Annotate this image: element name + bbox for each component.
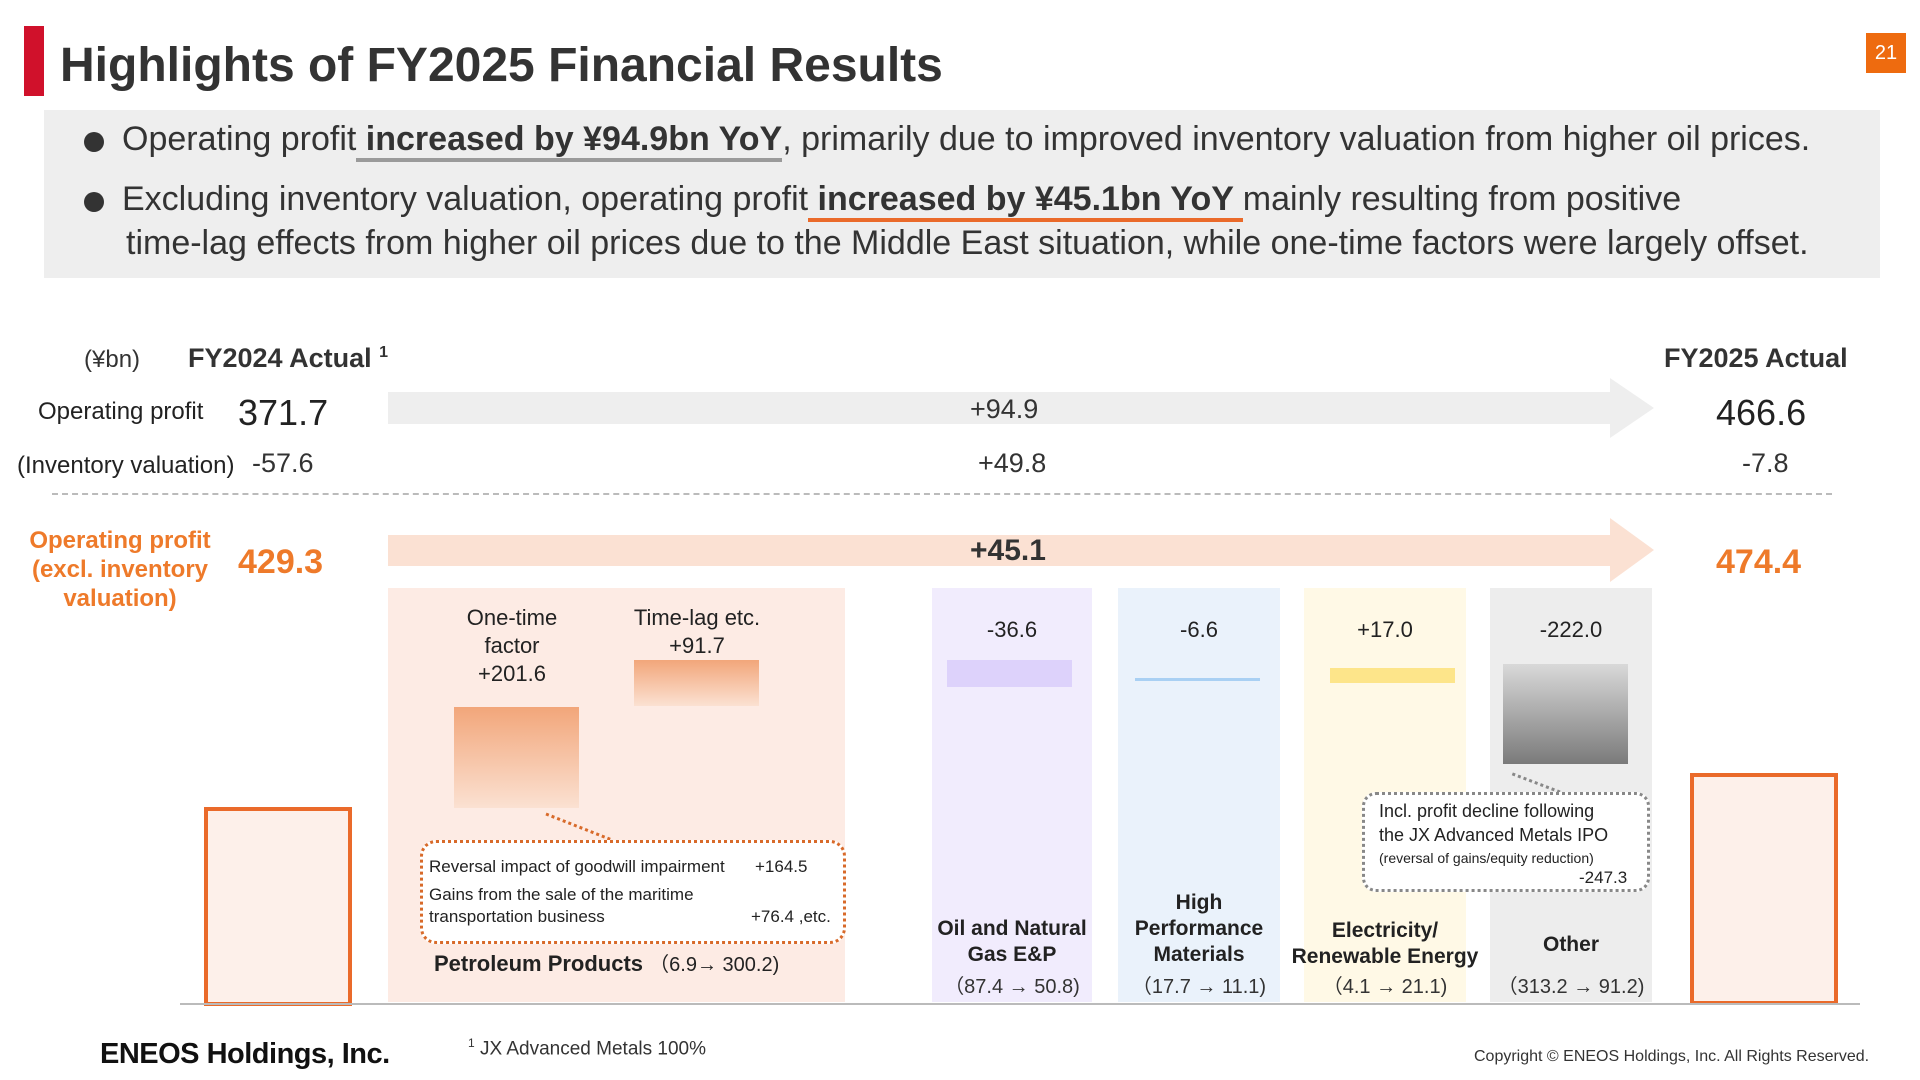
hpm-value: -6.6 — [1180, 617, 1218, 642]
onetime-label-line: One-time — [466, 605, 558, 630]
bullet-icon — [84, 192, 104, 212]
oil-gas-bar — [947, 660, 1072, 687]
bullet-icon — [84, 132, 104, 152]
other-range: （313.2 → 91.2) — [1497, 976, 1645, 998]
onetime-label: One-time factor +201.6 — [452, 604, 572, 688]
onetime-label-line: factor — [484, 633, 540, 658]
page-title: Highlights of FY2025 Financial Results — [60, 39, 943, 92]
callout-goodwill-value: +164.5 — [755, 857, 808, 876]
fy2025-bar — [1690, 773, 1838, 1005]
fy2024-bar — [204, 807, 352, 1006]
operating-profit-arrow — [388, 378, 1654, 438]
oil-gas-name: Oil and Natural Gas E&P — [922, 916, 1102, 968]
summary-line-3: time-lag effects from higher oil prices … — [126, 224, 1809, 262]
excl-delta-value: +45.1 — [970, 534, 1046, 567]
page-number-badge: 21 — [1866, 33, 1906, 73]
operating-profit-label: Operating profit — [38, 398, 204, 425]
hpm-range: （17.7 → 11.1) — [1131, 976, 1267, 998]
segment-name-line: High — [1175, 891, 1223, 914]
summary-line-2: Excluding inventory valuation, operating… — [122, 180, 1682, 222]
segment-name-line: Gas E&P — [967, 943, 1057, 966]
summary-line-1: Operating profit increased by ¥94.9bn Yo… — [122, 120, 1811, 162]
inventory-valuation-label: (Inventory valuation) — [17, 452, 235, 479]
other-callout-line-3: (reversal of gains/equity reduction) — [1379, 850, 1594, 866]
petroleum-segment-label: Petroleum Products （6.9→ 300.2) — [434, 948, 779, 977]
footnote-marker: 1 — [468, 1036, 475, 1050]
excl-inventory-arrow — [388, 518, 1654, 582]
summary-text: mainly resulting from positive — [1242, 180, 1682, 218]
footnote-text: JX Advanced Metals 100% — [474, 1038, 706, 1060]
inv-fy2024-value: -57.6 — [252, 448, 314, 478]
onetime-value: +201.6 — [478, 661, 546, 686]
timelag-label-line: Time-lag etc. — [633, 605, 761, 630]
op-delta-value: +94.9 — [970, 394, 1039, 424]
oil-gas-range: （87.4 → 50.8) — [944, 976, 1080, 998]
copyright-text: Copyright © ENEOS Holdings, Inc. All Rig… — [1474, 1048, 1870, 1065]
hpm-name: High Performance Materials — [1104, 890, 1294, 968]
oil-gas-value: -36.6 — [986, 617, 1038, 642]
segment-range: （6.9→ 300.2) — [649, 954, 780, 976]
other-bar — [1503, 664, 1628, 764]
timelag-label: Time-lag etc. +91.7 — [622, 604, 772, 660]
other-value: -222.0 — [1539, 617, 1603, 642]
other-callout-pointer — [1509, 771, 1561, 794]
segment-name: Petroleum Products — [434, 951, 644, 976]
chart-baseline — [180, 1003, 1860, 1005]
summary-text: Operating profit — [122, 120, 357, 158]
onetime-bar — [454, 707, 579, 808]
footnote-marker: 1 — [379, 344, 389, 361]
segment-name-line: Oil and Natural — [937, 917, 1087, 940]
inv-delta-value: +49.8 — [978, 448, 1047, 478]
excl-label-line: (excl. inventory — [31, 556, 209, 583]
electricity-name: Electricity/ Renewable Energy — [1280, 918, 1490, 970]
fy2024-header: FY2024 Actual 1 — [188, 343, 388, 374]
excl-inventory-label: Operating profit (excl. inventory valuat… — [20, 526, 220, 613]
segment-name-line: Materials — [1153, 943, 1245, 966]
petroleum-callout-pointer — [545, 812, 613, 842]
summary-text: Excluding inventory valuation, operating… — [122, 180, 809, 218]
excl-fy2024-value: 429.3 — [238, 543, 324, 581]
summary-highlight: increased by ¥45.1bn YoY — [808, 180, 1243, 222]
timelag-bar — [634, 660, 759, 706]
hpm-column — [1118, 588, 1280, 1002]
other-callout: Incl. profit decline following the JX Ad… — [1362, 792, 1650, 892]
other-name: Other — [1542, 933, 1599, 956]
excl-fy2025-value: 474.4 — [1716, 543, 1802, 581]
callout-maritime-value: +76.4 ,etc. — [751, 907, 831, 926]
summary-highlight: increased by ¥94.9bn YoY — [356, 120, 783, 162]
other-callout-line-1: Incl. profit decline following — [1379, 801, 1595, 821]
other-callout-value: -247.3 — [1579, 868, 1628, 887]
summary-box: Operating profit increased by ¥94.9bn Yo… — [44, 110, 1880, 278]
row-divider — [52, 493, 1832, 495]
fy2024-header-text: FY2024 Actual — [188, 343, 372, 373]
company-logo: ENEOS Holdings, Inc. — [100, 1038, 390, 1070]
op-fy2024-value: 371.7 — [238, 392, 329, 433]
oil-gas-column — [932, 588, 1092, 1002]
timelag-value: +91.7 — [669, 633, 725, 658]
callout-maritime-label-2: transportation business — [429, 907, 605, 926]
fy2025-header: FY2025 Actual — [1664, 343, 1848, 373]
title-accent-bar — [24, 26, 44, 96]
electricity-bar — [1330, 668, 1455, 683]
excl-label-line: valuation) — [63, 585, 177, 612]
hpm-bar — [1135, 678, 1260, 681]
callout-maritime-label-1: Gains from the sale of the maritime — [429, 885, 694, 904]
op-fy2025-value: 466.6 — [1716, 392, 1807, 433]
electricity-value: +17.0 — [1357, 617, 1413, 642]
callout-goodwill-label: Reversal impact of goodwill impairment — [429, 857, 725, 876]
summary-text: , primarily due to improved inventory va… — [782, 120, 1811, 158]
excl-label-line: Operating profit — [29, 527, 211, 554]
segment-name-line: Performance — [1134, 917, 1264, 940]
petroleum-onetime-callout: Reversal impact of goodwill impairment +… — [420, 840, 846, 944]
electricity-range: （4.1 → 21.1) — [1322, 976, 1448, 998]
segment-name-line: Electricity/ — [1331, 919, 1439, 942]
inv-fy2025-value: -7.8 — [1742, 448, 1789, 478]
segment-name-line: Renewable Energy — [1291, 945, 1479, 968]
unit-label: (¥bn) — [84, 346, 141, 373]
footnote: 1 JX Advanced Metals 100% — [468, 1036, 706, 1060]
other-callout-line-2: the JX Advanced Metals IPO — [1379, 825, 1609, 845]
